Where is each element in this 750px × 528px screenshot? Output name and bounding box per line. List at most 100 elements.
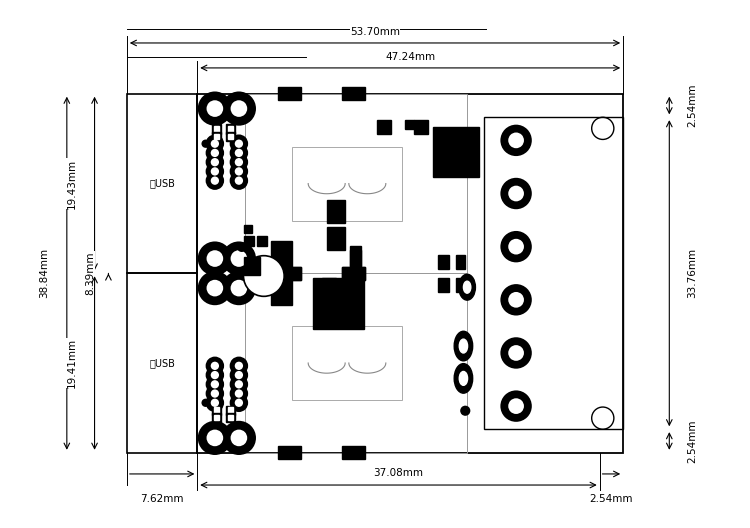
Circle shape [206,250,224,267]
Circle shape [500,178,532,209]
Circle shape [230,375,248,393]
Bar [226,131,236,141]
Circle shape [235,167,243,176]
Circle shape [235,389,243,398]
Circle shape [206,135,224,153]
Circle shape [230,144,248,162]
Circle shape [202,139,210,148]
Circle shape [230,135,248,153]
Circle shape [230,393,248,412]
Circle shape [206,384,224,403]
Bar [327,227,345,250]
Circle shape [206,393,224,412]
Bar [405,120,415,129]
Bar [272,241,292,269]
Circle shape [230,100,248,117]
Circle shape [230,162,248,181]
Circle shape [206,356,224,375]
Circle shape [230,250,248,267]
Circle shape [230,430,248,446]
Circle shape [222,241,256,276]
Circle shape [222,271,256,305]
Circle shape [211,139,219,148]
Bar [292,326,403,400]
Bar [322,278,336,292]
Bar [350,250,361,270]
Circle shape [211,371,219,379]
Circle shape [198,421,232,455]
Text: 38.84mm: 38.84mm [39,248,49,298]
Bar [228,126,233,131]
Circle shape [206,100,224,117]
Bar [350,278,361,289]
Circle shape [206,153,224,172]
Text: 2.54mm: 2.54mm [688,84,698,127]
Ellipse shape [459,274,476,300]
Circle shape [509,345,524,361]
Text: 37.08mm: 37.08mm [374,468,424,478]
Bar [377,120,392,134]
Bar [127,274,197,452]
Circle shape [500,337,532,369]
Bar [437,254,448,269]
Circle shape [500,231,532,262]
Bar [437,278,448,292]
Bar [226,124,236,134]
Circle shape [235,380,243,389]
Circle shape [235,362,243,370]
Circle shape [206,144,224,162]
Circle shape [211,380,219,389]
Circle shape [235,139,243,148]
Text: 47.24mm: 47.24mm [386,52,435,62]
Circle shape [500,390,532,422]
Circle shape [509,133,524,148]
Circle shape [509,398,524,414]
Bar [484,117,623,429]
Text: 双USB: 双USB [149,178,175,188]
Bar [433,127,479,177]
Bar [278,267,301,280]
Bar [343,446,365,459]
Text: 19.43mm: 19.43mm [67,158,76,209]
Ellipse shape [459,339,467,353]
Circle shape [235,371,243,379]
Bar [212,406,221,415]
Circle shape [211,167,219,176]
Circle shape [230,280,248,296]
Circle shape [230,153,248,172]
Circle shape [509,292,524,308]
Bar [343,267,365,280]
Circle shape [230,366,248,384]
Circle shape [206,366,224,384]
Circle shape [198,271,232,305]
Circle shape [222,421,256,455]
Bar [214,126,220,131]
Bar [226,406,236,415]
Bar [343,267,365,280]
Ellipse shape [454,331,472,361]
Circle shape [211,362,219,370]
Bar [244,257,260,275]
Text: 2.54mm: 2.54mm [688,419,698,463]
Ellipse shape [464,281,471,293]
Circle shape [235,176,243,185]
Circle shape [235,149,243,157]
Bar [212,131,221,141]
Bar [228,134,233,139]
Bar [278,446,301,459]
Ellipse shape [454,364,472,393]
Circle shape [230,172,248,190]
Bar [257,236,266,246]
Bar [456,254,465,269]
Bar [214,408,220,413]
Bar [313,278,364,329]
Circle shape [211,158,219,166]
Bar [226,413,236,422]
Circle shape [206,172,224,190]
Bar [292,147,403,221]
Bar [245,94,467,274]
Circle shape [237,243,246,252]
Text: 7.62mm: 7.62mm [140,494,184,504]
Circle shape [211,149,219,157]
Circle shape [509,186,524,201]
